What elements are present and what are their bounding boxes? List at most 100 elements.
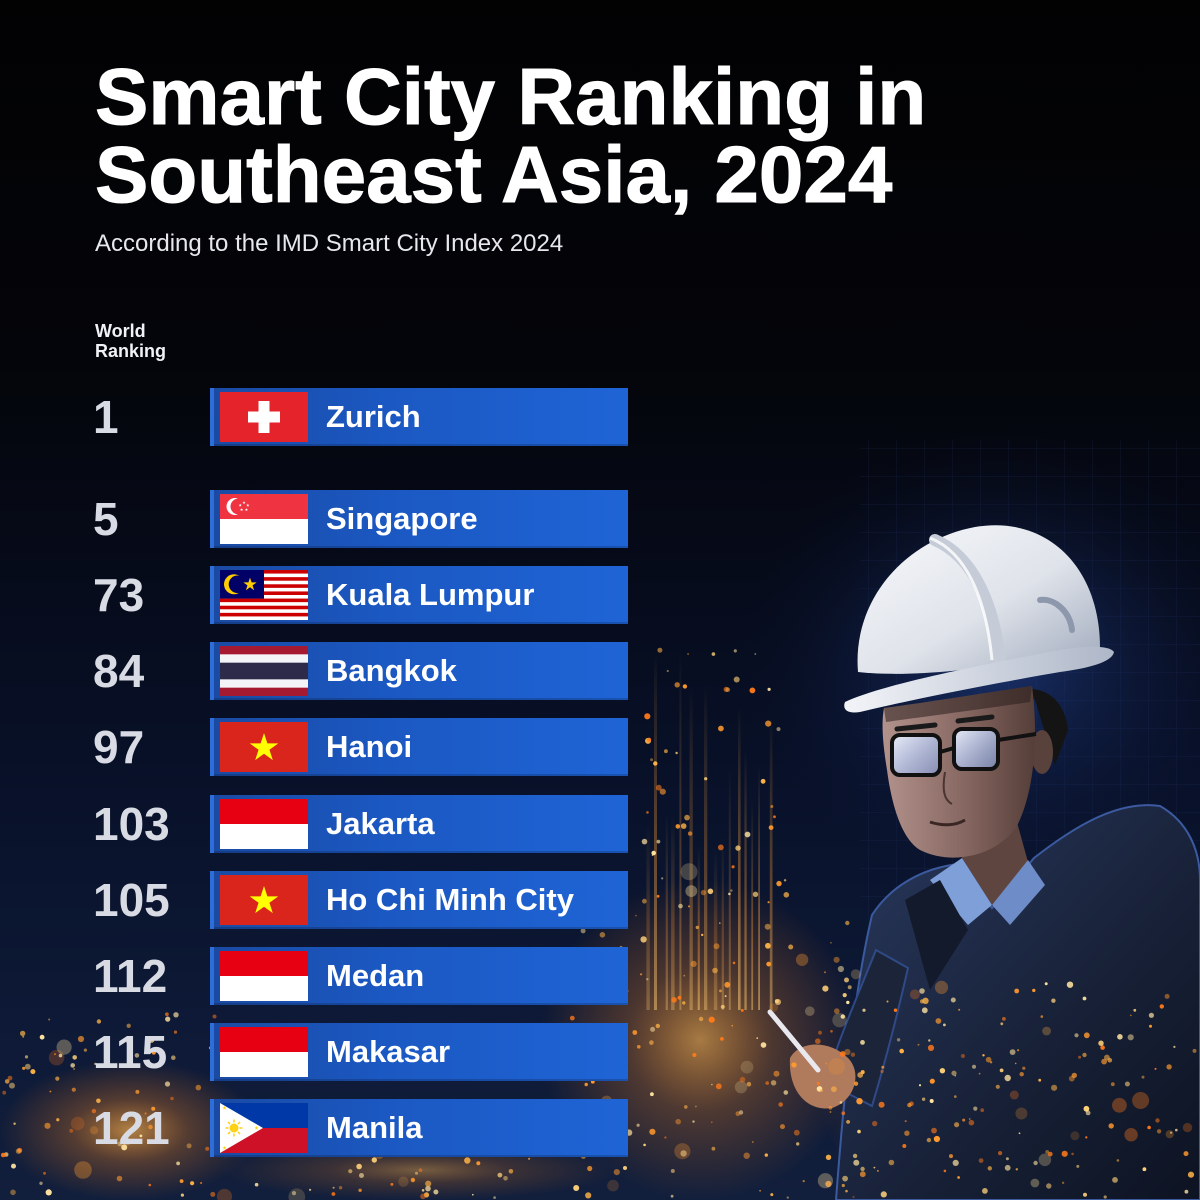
light-dot: [995, 1084, 1000, 1089]
light-dot: [698, 1016, 704, 1022]
light-dot: [646, 811, 649, 814]
light-dot: [77, 1035, 85, 1043]
light-dot: [896, 1038, 901, 1042]
light-dot: [74, 1161, 92, 1179]
light-dot: [643, 1143, 646, 1147]
light-dot: [1071, 1072, 1078, 1079]
light-dot: [1045, 1150, 1050, 1154]
light-dot: [687, 831, 693, 836]
city-name: Ho Chi Minh City: [326, 881, 574, 917]
light-dot: [508, 1169, 514, 1174]
light-dot: [1083, 1192, 1087, 1197]
light-dot: [359, 1173, 364, 1178]
light-dot: [926, 1137, 932, 1143]
city-name: Singapore: [326, 501, 478, 536]
light-dot: [731, 1024, 733, 1027]
light-dot: [1103, 1195, 1107, 1199]
light-dot: [1159, 1004, 1165, 1009]
light-dot: [13, 1122, 16, 1125]
light-dot: [1182, 1122, 1193, 1133]
light-dot: [842, 1175, 848, 1182]
light-dot: [744, 831, 751, 838]
light-dot: [1009, 1090, 1019, 1100]
light-dot: [928, 1039, 931, 1042]
light-dot: [735, 1111, 741, 1117]
light-dot: [9, 1082, 15, 1089]
tower-light: [769, 713, 773, 1010]
light-dot: [728, 892, 731, 896]
light-dot: [1083, 1032, 1090, 1039]
light-dot: [464, 1157, 471, 1164]
light-dot: [765, 942, 771, 949]
light-dot: [732, 961, 736, 965]
light-dot: [852, 1196, 855, 1198]
light-dot: [635, 914, 637, 917]
light-dot: [725, 687, 731, 692]
light-dot: [48, 1049, 65, 1066]
light-dot: [39, 1034, 45, 1040]
light-dot: [1124, 1081, 1130, 1087]
ranking-row: 103 Jakarta: [93, 794, 628, 853]
eyebrow-right: [955, 714, 995, 724]
light-dot: [1022, 1066, 1026, 1070]
light-dot: [859, 1171, 866, 1178]
light-dot: [288, 1188, 306, 1200]
light-dot: [653, 761, 658, 766]
light-dot: [752, 891, 759, 897]
light-dot: [695, 1105, 697, 1108]
light-dot: [106, 1141, 110, 1144]
light-dot: [999, 1068, 1004, 1073]
light-dot: [1100, 1045, 1105, 1050]
light-dot: [200, 1182, 203, 1184]
light-dot: [20, 1030, 26, 1037]
light-dot: [91, 1108, 97, 1114]
light-dot: [847, 985, 852, 990]
light-dot: [1014, 1062, 1017, 1065]
light-dot: [873, 1166, 876, 1169]
vietnam-flag-icon: [220, 874, 308, 925]
rank-value: 105: [93, 873, 170, 926]
light-dot: [1051, 1084, 1058, 1091]
light-dot: [780, 1124, 785, 1130]
light-dot: [497, 1172, 503, 1178]
light-dot: [650, 1092, 654, 1097]
light-dot: [704, 777, 708, 781]
light-dot: [682, 684, 688, 689]
light-dot: [15, 1148, 22, 1154]
light-dot: [94, 1062, 97, 1066]
light-dot: [919, 988, 925, 994]
light-dot: [425, 1185, 431, 1192]
light-dot: [1082, 1052, 1087, 1058]
light-dot: [1078, 1055, 1082, 1059]
light-dot: [769, 1003, 779, 1012]
light-dot: [688, 905, 690, 908]
light-dot: [1004, 1164, 1011, 1171]
light-dot: [893, 1008, 898, 1012]
light-dot: [929, 1099, 934, 1103]
light-dot: [1083, 1105, 1090, 1112]
shirt-collar-left: [930, 858, 992, 925]
light-dot: [1187, 1171, 1195, 1178]
light-dot: [148, 1037, 155, 1043]
rank-value: 112: [93, 949, 168, 1002]
light-dot: [116, 1175, 123, 1182]
rank-value: 115: [93, 1025, 168, 1078]
light-dot: [1040, 1015, 1044, 1018]
light-dot: [968, 1119, 975, 1126]
light-dot: [599, 932, 606, 938]
light-dot: [195, 1084, 202, 1091]
engineer-figure: [767, 525, 1200, 1200]
light-dot: [828, 1106, 833, 1110]
light-dot: [759, 1189, 761, 1192]
ranking-row: 97 Hanoi: [93, 718, 628, 777]
indonesia-flag-icon: [220, 950, 308, 1001]
light-dot: [212, 1014, 217, 1019]
light-dot: [30, 1069, 36, 1075]
light-dot: [1085, 1136, 1088, 1139]
light-dot: [841, 1111, 846, 1116]
glasses-lens-left: [890, 733, 942, 777]
light-dot: [7, 1075, 13, 1081]
light-dot: [348, 1169, 353, 1174]
light-dot: [148, 1183, 152, 1187]
light-dot: [751, 1141, 754, 1143]
